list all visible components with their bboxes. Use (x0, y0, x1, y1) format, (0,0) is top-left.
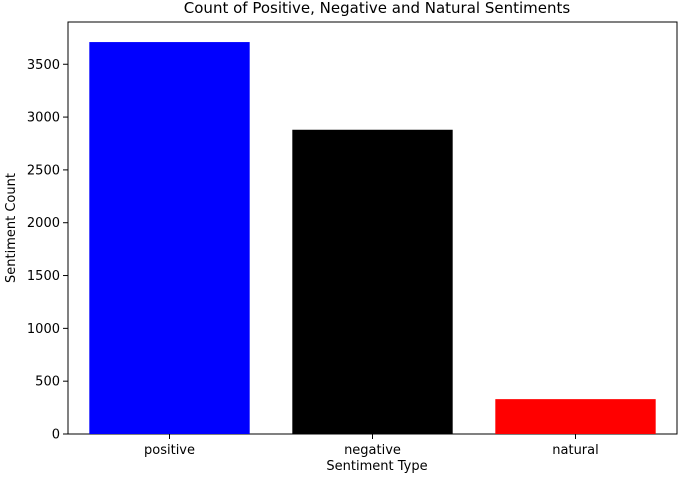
bars-group (89, 42, 656, 434)
bar-natural (495, 399, 656, 434)
bar-negative (292, 129, 453, 434)
chart-title: Count of Positive, Negative and Natural … (184, 0, 571, 17)
y-tick-label-1500: 1500 (27, 269, 60, 284)
y-tick-label-2000: 2000 (27, 216, 60, 231)
y-tick-label-3000: 3000 (27, 111, 60, 126)
x-tick-label-natural: natural (552, 443, 598, 458)
x-tick-label-negative: negative (344, 443, 401, 458)
y-tick-label-0: 0 (52, 428, 60, 443)
x-axis-label: Sentiment Type (326, 459, 427, 474)
x-tick-label-positive: positive (144, 443, 195, 458)
y-tick-label-3500: 3500 (27, 58, 60, 73)
bar-positive (89, 42, 250, 434)
y-tick-label-1000: 1000 (27, 322, 60, 337)
y-tick-label-2500: 2500 (27, 163, 60, 178)
y-axis-label: Sentiment Count (4, 173, 19, 283)
x-axis: positive negative natural (144, 434, 599, 458)
y-axis: 0 500 1000 1500 2000 2500 3000 3500 (27, 58, 68, 443)
y-tick-label-500: 500 (35, 375, 60, 390)
